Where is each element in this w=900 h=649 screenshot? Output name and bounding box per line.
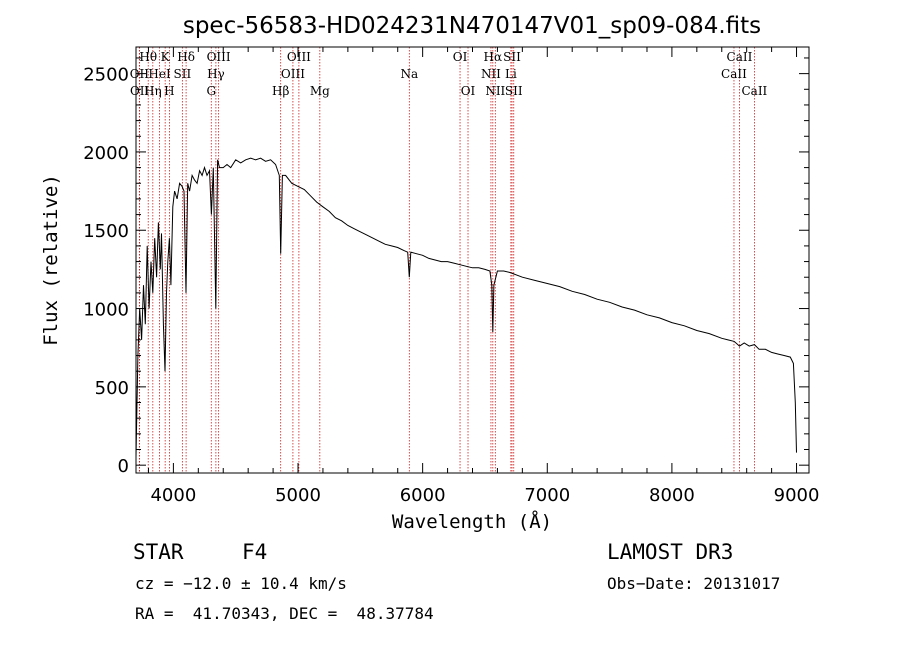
survey-name: LAMOST DR3 — [607, 540, 734, 564]
y-tick-label: 500 — [95, 378, 129, 399]
spectral-line-label: Na — [400, 67, 418, 81]
spectral-line-label: Hδ — [177, 50, 195, 64]
spectral-line-label: SII — [503, 50, 521, 64]
y-tick-label: 0 — [118, 456, 129, 477]
y-tick-label: 1500 — [83, 221, 129, 242]
spectral-line-label: Hθ — [139, 50, 157, 64]
x-tick-label: 8000 — [649, 485, 695, 506]
x-axis-ticks: 4000 5000 6000 7000 8000 9000 — [147, 47, 820, 506]
chart-title: spec-56583-HD024231N470147V01_sp09-084.f… — [183, 13, 761, 39]
spectral-line-labels: HθOIIOIIHηHeIKHSIIHδGOIIIHγHβOIIIOIIIMgN… — [130, 50, 768, 98]
spectral-line-label: OI — [453, 50, 468, 64]
spectral-line-label: Li — [505, 67, 517, 81]
spectral-line-label: OIII — [207, 50, 231, 64]
spectral-line-label: K — [161, 50, 171, 64]
spectral-line-label: CaII — [721, 67, 747, 81]
spectral-line-label: CaII — [741, 84, 767, 98]
spectral-line-label: OI — [461, 84, 476, 98]
spectral-line-label: HeI — [148, 67, 171, 81]
y-tick-label: 2500 — [83, 65, 129, 86]
spectral-line-label: OII — [130, 84, 150, 98]
spectral-line-label: Mg — [310, 84, 330, 98]
spectral-lines-layer — [138, 47, 755, 473]
spectral-line-label: Hβ — [272, 84, 289, 98]
y-tick-label: 1000 — [83, 300, 129, 321]
spectral-line-label: NII — [481, 67, 501, 81]
spectral-line-label: CaII — [727, 50, 753, 64]
spectral-line-label: OIII — [281, 67, 305, 81]
x-tick-label: 4000 — [150, 485, 196, 506]
x-axis-label: Wavelength (Å) — [392, 510, 552, 533]
x-tick-label: 7000 — [524, 485, 570, 506]
y-axis-label: Flux (relative) — [40, 174, 62, 346]
spectral-line-label: SII — [505, 84, 523, 98]
spectral-line-label: SII — [174, 67, 192, 81]
x-tick-label: 9000 — [774, 485, 820, 506]
spectral-line-label: NII — [485, 84, 505, 98]
spectral-line-label: Hα — [484, 50, 503, 64]
spectral-line-label: H — [164, 84, 174, 98]
spectral-line-label: Hη — [144, 84, 162, 98]
object-subclass: F4 — [242, 540, 268, 564]
coordinates-readout: RA = 41.70343, DEC = 48.37784 — [135, 604, 434, 623]
spectral-line-label: G — [206, 84, 216, 98]
spectral-line-label: OIII — [287, 50, 311, 64]
object-class: STAR — [133, 540, 184, 564]
y-axis-ticks: 0 500 1000 1500 2000 2500 — [83, 57, 809, 477]
observation-date: Obs−Date: 20131017 — [607, 574, 781, 593]
x-tick-label: 6000 — [400, 485, 446, 506]
spectrum-line — [135, 157, 797, 458]
plot-frame — [135, 46, 810, 474]
y-tick-label: 2000 — [83, 143, 129, 164]
redshift-readout: cz = −12.0 ± 10.4 km/s — [135, 574, 347, 593]
x-tick-label: 5000 — [275, 485, 321, 506]
spectral-line-label: Hγ — [207, 67, 225, 81]
